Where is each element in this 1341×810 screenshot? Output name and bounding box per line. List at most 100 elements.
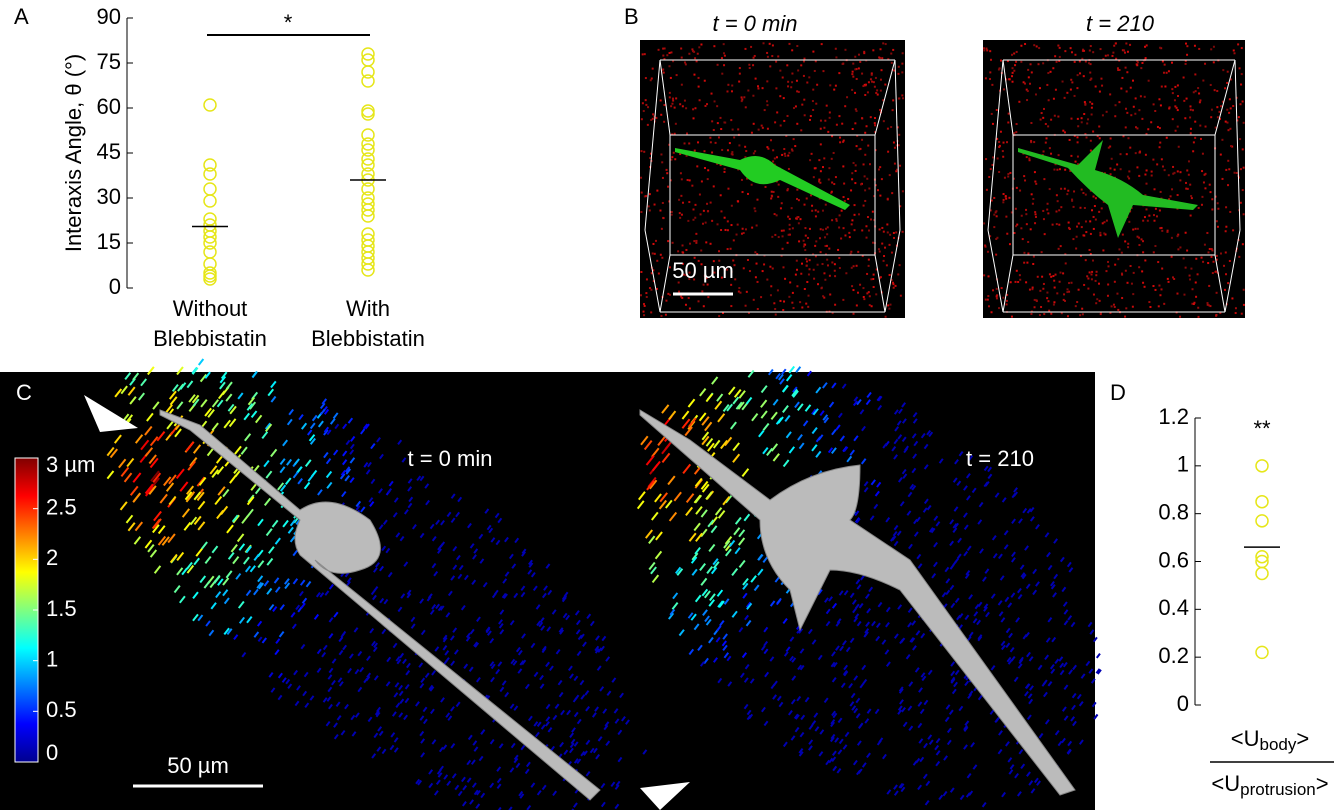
matrix-speckle [1058, 248, 1060, 250]
matrix-speckle [717, 122, 719, 124]
matrix-speckle [660, 315, 662, 317]
matrix-speckle [1154, 245, 1156, 247]
matrix-speckle [1106, 111, 1108, 113]
matrix-speckle [1177, 126, 1179, 128]
matrix-speckle [983, 49, 985, 51]
matrix-speckle [1194, 73, 1196, 75]
matrix-speckle [901, 71, 903, 73]
matrix-speckle [1030, 140, 1032, 142]
matrix-speckle [1090, 78, 1092, 80]
matrix-speckle [880, 48, 882, 50]
matrix-speckle [660, 114, 662, 116]
matrix-speckle [1071, 81, 1073, 83]
matrix-speckle [812, 51, 814, 53]
matrix-speckle [1013, 132, 1015, 134]
matrix-speckle [1015, 281, 1017, 283]
matrix-speckle [870, 116, 872, 118]
matrix-speckle [1050, 119, 1052, 121]
matrix-speckle [766, 279, 768, 281]
matrix-speckle [817, 283, 819, 285]
matrix-speckle [788, 296, 790, 298]
matrix-speckle [710, 141, 712, 143]
displacement-arrow [1097, 654, 1100, 658]
matrix-speckle [754, 251, 756, 253]
matrix-speckle [1094, 205, 1096, 207]
matrix-speckle [1208, 285, 1210, 287]
matrix-speckle [1185, 188, 1187, 190]
matrix-speckle [867, 91, 869, 93]
matrix-speckle [1154, 188, 1156, 190]
matrix-speckle [881, 243, 883, 245]
matrix-speckle [1161, 86, 1163, 88]
matrix-speckle [1089, 72, 1091, 74]
fraction-text: > [1296, 726, 1309, 751]
matrix-speckle [799, 301, 801, 303]
matrix-speckle [780, 207, 782, 209]
matrix-speckle [805, 258, 807, 260]
matrix-speckle [863, 51, 865, 53]
matrix-speckle [1093, 294, 1095, 296]
matrix-speckle [1028, 76, 1030, 78]
matrix-speckle [652, 113, 654, 115]
matrix-speckle [899, 264, 901, 266]
matrix-speckle [1008, 197, 1010, 199]
matrix-speckle [770, 197, 772, 199]
matrix-speckle [720, 210, 722, 212]
matrix-speckle [1157, 261, 1159, 263]
matrix-speckle [1090, 233, 1092, 235]
matrix-speckle [688, 201, 690, 203]
matrix-speckle [1201, 196, 1203, 198]
matrix-speckle [1239, 67, 1241, 69]
matrix-speckle [1111, 55, 1113, 57]
matrix-speckle [810, 115, 812, 117]
data-point [204, 183, 216, 195]
matrix-speckle [753, 57, 755, 59]
matrix-speckle [1234, 172, 1236, 174]
matrix-speckle [1209, 248, 1211, 250]
matrix-speckle [1035, 213, 1037, 215]
matrix-speckle [720, 194, 722, 196]
matrix-speckle [1064, 188, 1066, 190]
matrix-speckle [1212, 272, 1214, 274]
matrix-speckle [1198, 92, 1200, 94]
matrix-speckle [1081, 189, 1083, 191]
matrix-speckle [996, 288, 998, 290]
matrix-speckle [1102, 222, 1104, 224]
matrix-speckle [839, 141, 841, 143]
matrix-speckle [1083, 113, 1085, 115]
matrix-speckle [700, 213, 702, 215]
matrix-speckle [898, 134, 900, 136]
matrix-speckle [1159, 227, 1161, 229]
matrix-speckle [1210, 256, 1212, 258]
data-point [204, 246, 216, 258]
colorbar-tick-label: 2.5 [46, 494, 77, 519]
matrix-speckle [645, 292, 647, 294]
colorbar-tick-label: 1.5 [46, 596, 77, 621]
matrix-speckle [831, 219, 833, 221]
matrix-speckle [692, 108, 694, 110]
matrix-speckle [1035, 216, 1037, 218]
matrix-speckle [1201, 170, 1203, 172]
colorbar-tick-label: 0.5 [46, 697, 77, 722]
matrix-speckle [1057, 200, 1059, 202]
data-point [362, 105, 374, 117]
matrix-speckle [1030, 313, 1032, 315]
matrix-speckle [806, 265, 808, 267]
matrix-speckle [882, 42, 884, 44]
matrix-speckle [828, 167, 830, 169]
matrix-speckle [1241, 313, 1243, 315]
matrix-speckle [892, 282, 894, 284]
matrix-speckle [718, 315, 720, 317]
significance-mark: * [284, 10, 293, 35]
matrix-speckle [1002, 156, 1004, 158]
matrix-speckle [644, 305, 646, 307]
matrix-speckle [1117, 309, 1119, 311]
matrix-speckle [835, 56, 837, 58]
matrix-speckle [863, 163, 865, 165]
matrix-speckle [674, 107, 676, 109]
matrix-speckle [694, 150, 696, 152]
matrix-speckle [741, 96, 743, 98]
matrix-speckle [1071, 282, 1073, 284]
matrix-speckle [782, 248, 784, 250]
matrix-speckle [642, 53, 644, 55]
